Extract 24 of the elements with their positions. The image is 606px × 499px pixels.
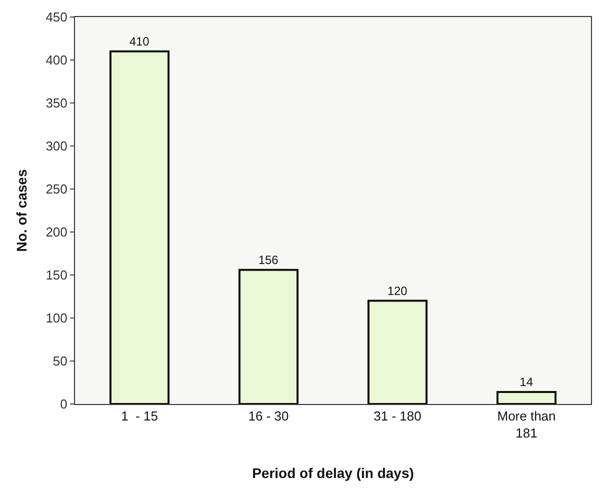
y-tick-label: 450	[46, 10, 68, 25]
x-tick-label: More than 181	[497, 408, 556, 440]
y-tick-label: 150	[46, 268, 68, 283]
y-tick-label: 350	[46, 96, 68, 111]
bar	[238, 268, 299, 404]
y-tick-label: 250	[46, 182, 68, 197]
x-axis-title: Period of delay (in days)	[252, 464, 414, 481]
y-tick-label: 400	[46, 52, 68, 68]
y-tick-label: 100	[46, 310, 68, 326]
y-tick-label: 0	[60, 396, 68, 412]
y-tick-label: 50	[52, 354, 68, 369]
data-label: 14	[520, 374, 534, 389]
x-tick-label: 31 - 180	[374, 408, 422, 424]
x-tick-label: 1 - 15	[121, 408, 158, 424]
y-axis-title: No. of cases	[13, 169, 30, 252]
y-tick-label: 300	[46, 138, 68, 154]
bar	[367, 300, 428, 404]
x-tick-label: 16 - 30	[248, 408, 289, 424]
y-tick-label: 200	[46, 224, 68, 240]
data-label: 120	[387, 284, 408, 298]
data-label: 410	[129, 34, 150, 48]
bar	[109, 50, 170, 404]
bar	[496, 390, 557, 404]
data-label: 156	[258, 252, 279, 267]
